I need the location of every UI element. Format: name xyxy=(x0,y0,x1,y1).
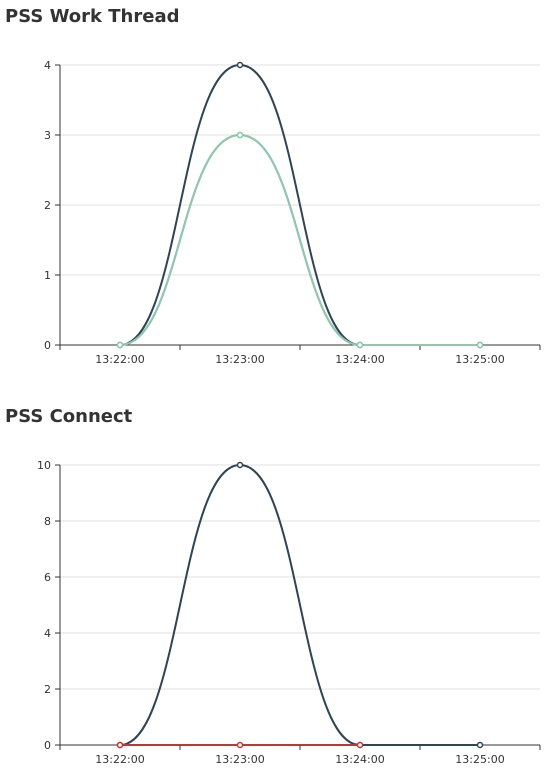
x-tick-label: 13:22:00 xyxy=(95,753,144,766)
pss-connect-plot: 0 2 4 6 8 10 13:22:00 13:23:00 13:24:00 13:25:00 xyxy=(0,400,551,778)
data-point xyxy=(238,63,243,68)
pss-connect-chart: PSS Connect 0 2 4 6 8 10 13:22:00 13:23:00 13:24… xyxy=(0,400,551,778)
y-tick-label: 4 xyxy=(44,627,51,640)
y-tick-label: 8 xyxy=(44,515,51,528)
data-point xyxy=(478,743,483,748)
data-point xyxy=(478,343,483,348)
pss-work-thread-plot: 0 1 2 3 4 13:22:00 13:23:00 13:24:00 13:25:00 xyxy=(0,0,551,380)
x-tick-label: 13:25:00 xyxy=(455,753,504,766)
series-line xyxy=(120,465,480,745)
y-tick-label: 1 xyxy=(44,269,51,282)
y-tick-label: 2 xyxy=(44,199,51,212)
x-tick-label: 13:23:00 xyxy=(215,753,264,766)
y-tick-label: 0 xyxy=(44,339,51,352)
pss-work-thread-chart: PSS Work Thread 0 1 2 3 4 13:22:00 13:23:00 13:… xyxy=(0,0,551,380)
data-point xyxy=(118,743,123,748)
data-point xyxy=(238,463,243,468)
x-tick-label: 13:22:00 xyxy=(95,353,144,366)
y-tick-label: 2 xyxy=(44,683,51,696)
data-point xyxy=(238,743,243,748)
x-tick-label: 13:23:00 xyxy=(215,353,264,366)
y-tick-label: 3 xyxy=(44,129,51,142)
data-point xyxy=(358,343,363,348)
series-line xyxy=(120,135,480,345)
data-point xyxy=(238,133,243,138)
x-tick-label: 13:24:00 xyxy=(335,753,384,766)
data-point xyxy=(118,343,123,348)
y-tick-label: 0 xyxy=(44,739,51,752)
x-tick-label: 13:25:00 xyxy=(455,353,504,366)
y-tick-label: 10 xyxy=(37,459,51,472)
x-tick-label: 13:24:00 xyxy=(335,353,384,366)
data-point xyxy=(358,743,363,748)
y-tick-label: 6 xyxy=(44,571,51,584)
y-tick-label: 4 xyxy=(44,59,51,72)
